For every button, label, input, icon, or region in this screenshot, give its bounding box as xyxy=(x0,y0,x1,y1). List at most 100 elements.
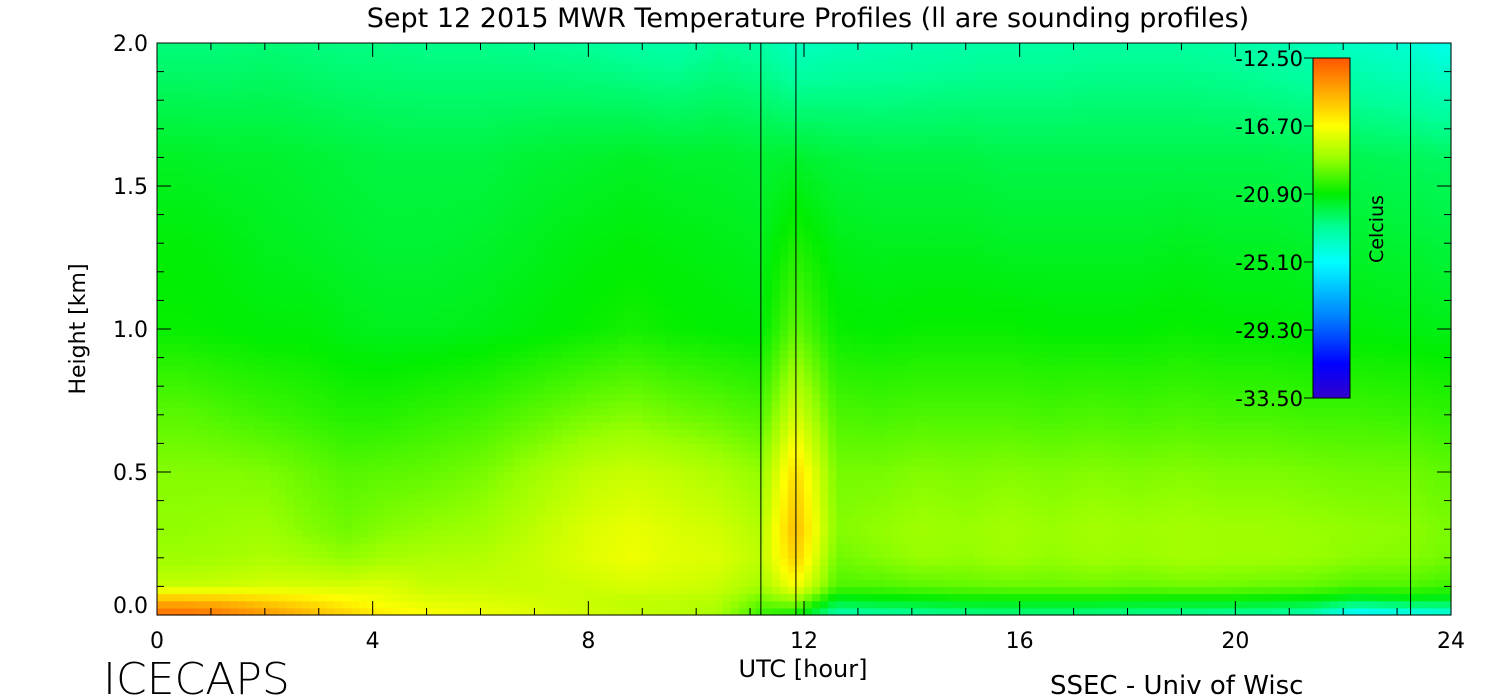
heatmap-cell xyxy=(286,364,296,373)
heatmap-cell xyxy=(569,300,579,309)
heatmap-cell xyxy=(626,214,635,223)
heatmap-cell xyxy=(359,85,368,94)
heatmap-cell xyxy=(585,64,595,73)
heatmap-cell xyxy=(391,43,401,51)
heatmap-cell xyxy=(504,386,514,394)
heatmap-cell xyxy=(399,286,409,294)
heatmap-cell xyxy=(213,607,223,616)
heatmap-cell xyxy=(585,472,595,480)
heatmap-cell xyxy=(634,228,643,237)
heatmap-cell xyxy=(529,443,538,452)
heatmap-cell xyxy=(245,336,255,344)
heatmap-cell xyxy=(464,85,474,94)
heatmap-cell xyxy=(375,579,385,587)
heatmap-cell xyxy=(634,529,643,537)
heatmap-cell xyxy=(294,486,304,495)
heatmap-cell xyxy=(326,429,336,437)
heatmap-cell xyxy=(545,436,554,444)
heatmap-cell xyxy=(642,400,651,409)
heatmap-cell xyxy=(229,457,239,466)
heatmap-cell xyxy=(545,321,554,330)
heatmap-cell xyxy=(593,543,603,552)
heatmap-cell xyxy=(472,157,482,166)
heatmap-cell xyxy=(407,164,417,173)
heatmap-cell xyxy=(181,329,190,337)
heatmap-cell xyxy=(537,336,546,344)
heatmap-cell xyxy=(617,143,627,151)
heatmap-cell xyxy=(504,300,514,309)
heatmap-cell xyxy=(221,250,231,259)
heatmap-cell xyxy=(464,171,474,180)
heatmap-cell xyxy=(634,386,643,394)
heatmap-cell xyxy=(221,93,231,101)
heatmap-cell xyxy=(617,93,627,101)
heatmap-cell xyxy=(367,300,376,309)
heatmap-cell xyxy=(359,135,368,144)
heatmap-cell xyxy=(561,357,571,366)
heatmap-cell xyxy=(440,486,449,495)
heatmap-cell xyxy=(456,150,465,158)
heatmap-cell xyxy=(343,329,352,337)
heatmap-cell xyxy=(181,207,190,216)
heatmap-cell xyxy=(545,236,554,244)
heatmap-cell xyxy=(537,264,546,273)
heatmap-cell xyxy=(375,164,385,173)
heatmap-cell xyxy=(658,421,668,430)
heatmap-cell xyxy=(407,200,417,209)
heatmap-cell xyxy=(221,379,231,387)
heatmap-cell xyxy=(512,572,522,580)
heatmap-cell xyxy=(577,493,587,502)
heatmap-cell xyxy=(553,429,562,437)
heatmap-cell xyxy=(650,493,660,502)
heatmap-cell xyxy=(270,214,279,223)
heatmap-cell xyxy=(165,228,174,237)
heatmap-cell xyxy=(448,300,457,309)
heatmap-cell xyxy=(270,178,279,187)
heatmap-cell xyxy=(496,57,506,66)
heatmap-cell xyxy=(577,57,587,66)
heatmap-cell xyxy=(431,557,441,566)
heatmap-cell xyxy=(634,572,643,580)
heatmap-cell xyxy=(205,479,215,487)
heatmap-cell xyxy=(593,500,603,509)
heatmap-cell xyxy=(529,486,538,495)
heatmap-cell xyxy=(561,407,571,416)
heatmap-cell xyxy=(197,379,207,387)
heatmap-cell xyxy=(359,529,368,537)
heatmap-cell xyxy=(642,121,651,130)
heatmap-cell xyxy=(634,143,643,151)
heatmap-cell xyxy=(561,107,571,116)
heatmap-cell xyxy=(254,236,263,244)
heatmap-cell xyxy=(286,243,296,251)
heatmap-cell xyxy=(383,150,393,158)
heatmap-cell xyxy=(650,200,660,209)
heatmap-cell xyxy=(650,293,660,301)
heatmap-cell xyxy=(383,171,393,180)
heatmap-cell xyxy=(448,193,457,201)
heatmap-cell xyxy=(375,50,385,58)
heatmap-cell xyxy=(456,393,465,402)
heatmap-cell xyxy=(431,572,441,580)
heatmap-cell xyxy=(464,564,474,573)
heatmap-cell xyxy=(423,586,433,595)
heatmap-cell xyxy=(213,128,223,137)
heatmap-cell xyxy=(294,607,304,616)
heatmap-cell xyxy=(165,300,174,309)
heatmap-cell xyxy=(585,514,595,523)
heatmap-cell xyxy=(650,85,660,94)
heatmap-cell xyxy=(229,514,239,523)
heatmap-cell xyxy=(237,43,247,51)
heatmap-cell xyxy=(229,221,239,230)
heatmap-cell xyxy=(569,607,579,616)
heatmap-cell xyxy=(391,472,401,480)
heatmap-cell xyxy=(561,450,571,459)
heatmap-cell xyxy=(213,257,223,266)
heatmap-cell xyxy=(278,479,287,487)
heatmap-cell xyxy=(545,293,554,301)
heatmap-cell xyxy=(626,100,635,108)
heatmap-cell xyxy=(213,479,223,487)
heatmap-cell xyxy=(496,479,506,487)
heatmap-cell xyxy=(270,64,279,73)
heatmap-cell xyxy=(561,364,571,373)
heatmap-cell xyxy=(359,264,368,273)
